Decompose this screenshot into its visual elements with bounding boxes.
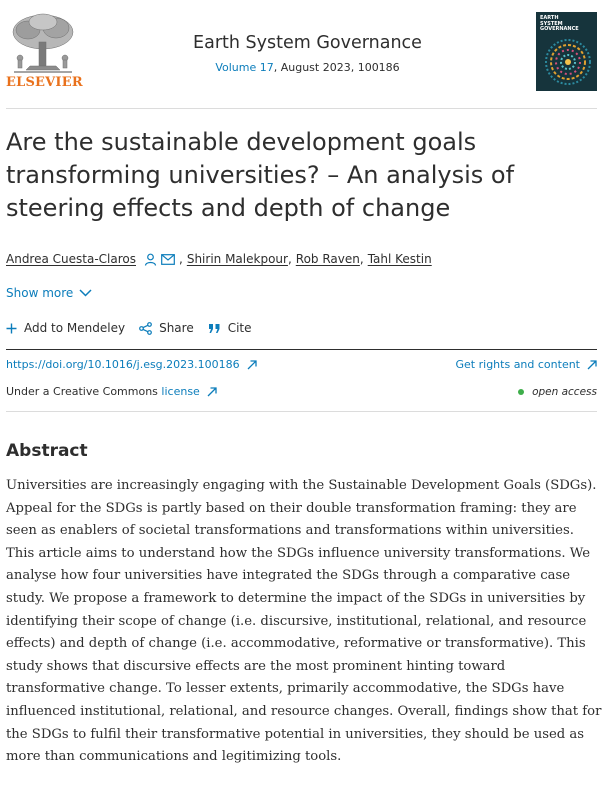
add-to-mendeley-button[interactable]: Add to Mendeley <box>6 321 125 335</box>
open-access-dot-icon <box>518 388 525 395</box>
author-icons <box>144 253 175 266</box>
show-more-label: Show more <box>6 286 74 300</box>
cite-label: Cite <box>227 321 252 335</box>
elsevier-logo[interactable]: ELSEVIER <box>6 12 83 92</box>
plus-icon <box>6 323 17 333</box>
journal-issue-info: Volume 17, August 2023, 100186 <box>150 61 465 74</box>
license-link[interactable]: license <box>161 385 200 398</box>
journal-title[interactable]: Earth System Governance <box>193 33 422 53</box>
license-row: Under a Creative Commons license open ac… <box>6 385 597 398</box>
section-divider <box>6 411 597 412</box>
author-link[interactable]: Tahl Kestin <box>367 252 432 266</box>
journal-header: ELSEVIER Earth System Governance Volume … <box>0 0 607 108</box>
article-title: Are the sustainable development goals tr… <box>6 128 515 222</box>
author-link[interactable]: Rob Raven <box>295 252 360 266</box>
elsevier-tree-icon <box>12 13 74 73</box>
get-rights-link[interactable]: Get rights and content <box>456 358 597 371</box>
doi-text: https://doi.org/10.1016/j.esg.2023.10018… <box>6 358 240 371</box>
share-label: Share <box>159 321 194 335</box>
doi-link[interactable]: https://doi.org/10.1016/j.esg.2023.10018… <box>6 358 257 371</box>
abstract-heading: Abstract <box>6 441 88 461</box>
email-icon[interactable] <box>161 253 175 265</box>
author-separator: , <box>359 252 364 266</box>
abstract-text: Universities are increasingly engaging w… <box>6 478 602 765</box>
author-list: Andrea Cuesta-Claros , Shirin Malekpour … <box>6 250 432 268</box>
license-info: Under a Creative Commons license <box>6 385 217 398</box>
doi-divider <box>6 349 597 350</box>
cite-button[interactable]: Cite <box>208 321 252 335</box>
license-prefix: Under a Creative Commons license <box>6 385 200 398</box>
issue-details: , August 2023, 100186 <box>273 61 400 74</box>
author-separator: , <box>287 252 292 266</box>
author-separator: , <box>179 252 183 266</box>
journal-cover-thumbnail[interactable]: EARTH SYSTEM GOVERNANCE <box>536 12 597 91</box>
share-icon <box>139 321 152 335</box>
header-divider <box>6 108 597 109</box>
external-link-icon <box>587 359 597 369</box>
chevron-down-icon <box>79 289 92 297</box>
volume-link[interactable]: Volume 17 <box>215 61 274 74</box>
mendeley-label: Add to Mendeley <box>24 321 126 335</box>
author-link[interactable]: Shirin Malekpour <box>186 252 288 266</box>
cover-art <box>545 39 591 85</box>
rights-text: Get rights and content <box>455 358 580 371</box>
external-link-icon <box>247 359 257 369</box>
external-link-icon <box>207 386 217 396</box>
show-more-button[interactable]: Show more <box>6 286 92 300</box>
open-access-badge: open access <box>518 386 597 398</box>
author-link[interactable]: Andrea Cuesta-Claros <box>6 252 136 266</box>
person-icon[interactable] <box>144 253 157 266</box>
cover-title: EARTH SYSTEM GOVERNANCE <box>540 15 579 32</box>
open-access-label: open access <box>532 385 597 398</box>
article-toolbar: Add to Mendeley Share Cite <box>6 321 266 335</box>
doi-row: https://doi.org/10.1016/j.esg.2023.10018… <box>6 358 597 371</box>
share-button[interactable]: Share <box>139 321 194 335</box>
quote-icon <box>208 323 220 333</box>
publisher-name: ELSEVIER <box>6 75 83 90</box>
